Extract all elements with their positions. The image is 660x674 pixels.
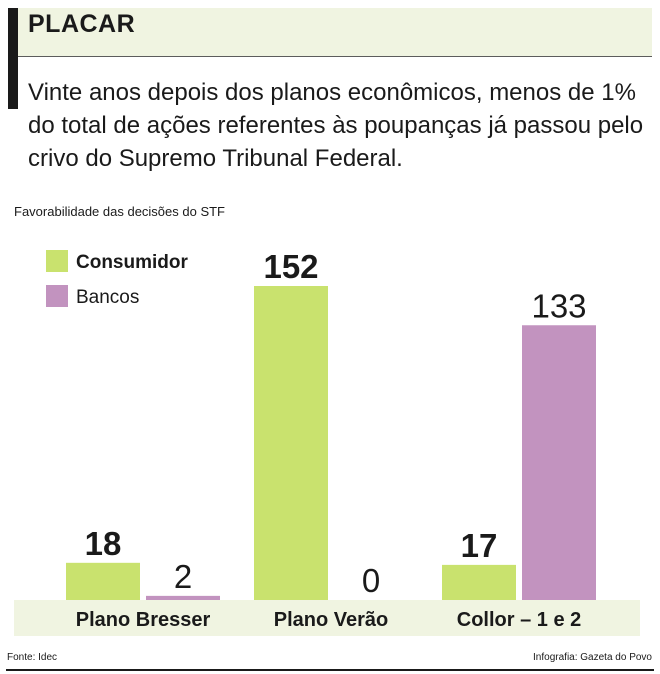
chart-title: Favorabilidade das decisões do STF (14, 204, 226, 219)
value-label-bancos-plano-verao: 0 (362, 562, 380, 599)
legend-label-consumidor: Consumidor (76, 252, 188, 273)
page-title: PLACAR (28, 10, 136, 38)
legend-swatch-consumidor (46, 250, 68, 272)
legend-label-bancos: Bancos (76, 287, 139, 308)
bar-bancos-collor-1-e-2 (522, 325, 596, 600)
header-band (8, 8, 652, 57)
value-label-bancos-plano-bresser: 2 (174, 558, 192, 595)
bar-consumidor-plano-verao (254, 286, 328, 600)
value-label-consumidor-plano-bresser: 18 (85, 525, 122, 562)
bar-consumidor-collor-1-e-2 (442, 564, 516, 600)
bar-bancos-plano-bresser (146, 595, 220, 600)
footer-divider (6, 669, 654, 671)
bar-consumidor-plano-bresser (66, 562, 140, 600)
value-label-consumidor-collor-1-e-2: 17 (461, 527, 498, 564)
credit-note: Infografia: Gazeta do Povo (533, 652, 652, 663)
category-label-collor-1-e-2: Collor – 1 e 2 (457, 609, 582, 631)
header-accent-bar (8, 8, 18, 109)
bar-chart: 18 2 Plano Bresser 152 0 Plano Verão 17 133 Coll… (14, 248, 640, 636)
lead-text: Vinte anos depois dos planos econômicos,… (28, 79, 644, 172)
value-label-bancos-collor-1-e-2: 133 (531, 287, 586, 324)
legend-swatch-bancos (46, 285, 68, 307)
category-label-plano-verao: Plano Verão (274, 609, 389, 631)
category-band (14, 600, 640, 636)
category-label-plano-bresser: Plano Bresser (76, 609, 211, 631)
source-note: Fonte: Idec (7, 652, 58, 663)
value-label-consumidor-plano-verao: 152 (263, 248, 318, 285)
